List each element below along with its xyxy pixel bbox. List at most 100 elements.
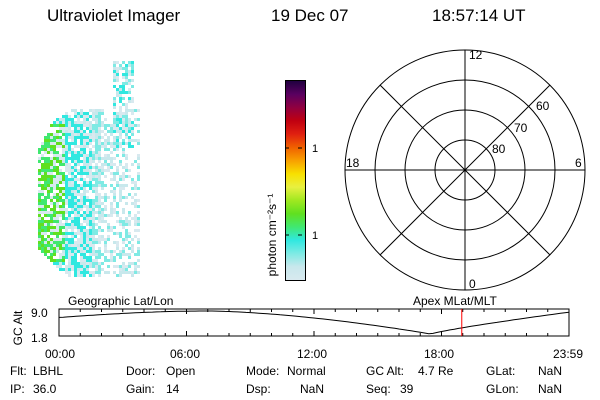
auroral-pixel bbox=[101, 124, 104, 127]
auroral-pixel bbox=[41, 190, 44, 193]
auroral-pixel bbox=[68, 253, 71, 256]
auroral-pixel bbox=[122, 223, 125, 226]
auroral-pixel bbox=[122, 172, 125, 175]
auroral-pixel bbox=[47, 190, 50, 193]
timeline-ytick-bottom: 1.8 bbox=[31, 331, 48, 345]
auroral-pixel bbox=[83, 256, 86, 259]
auroral-pixel bbox=[80, 199, 83, 202]
glon-value: NaN bbox=[538, 382, 563, 396]
auroral-pixel bbox=[65, 247, 68, 250]
auroral-pixel bbox=[125, 112, 128, 115]
flt-label: Flt: bbox=[10, 364, 27, 378]
auroral-pixel bbox=[119, 163, 122, 166]
auroral-pixel bbox=[65, 115, 68, 118]
auroral-pixel bbox=[89, 109, 92, 112]
auroral-pixel bbox=[41, 202, 44, 205]
auroral-pixel bbox=[125, 157, 128, 160]
auroral-pixel bbox=[83, 196, 86, 199]
auroral-pixel bbox=[119, 115, 122, 118]
auroral-pixel bbox=[65, 238, 68, 241]
seq-value: 39 bbox=[400, 382, 414, 396]
auroral-pixel bbox=[41, 205, 44, 208]
auroral-pixel bbox=[77, 154, 80, 157]
auroral-pixel bbox=[68, 136, 71, 139]
mlt-label-6: 6 bbox=[575, 156, 582, 170]
auroral-pixel bbox=[44, 199, 47, 202]
auroral-pixel bbox=[86, 184, 89, 187]
auroral-pixel bbox=[74, 190, 77, 193]
auroral-pixel bbox=[68, 268, 71, 271]
auroral-pixel bbox=[98, 151, 101, 154]
auroral-pixel bbox=[71, 223, 74, 226]
auroral-pixel bbox=[80, 214, 83, 217]
auroral-pixel bbox=[95, 151, 98, 154]
auroral-pixel bbox=[113, 106, 116, 109]
auroral-pixel bbox=[86, 169, 89, 172]
auroral-pixel bbox=[50, 250, 53, 253]
auroral-pixel bbox=[95, 268, 98, 271]
auroral-pixel bbox=[86, 121, 89, 124]
auroral-pixel bbox=[74, 154, 77, 157]
auroral-pixel bbox=[122, 103, 125, 106]
auroral-pixel bbox=[83, 262, 86, 265]
auroral-pixel bbox=[74, 133, 77, 136]
auroral-pixel bbox=[77, 208, 80, 211]
auroral-pixel bbox=[113, 208, 116, 211]
auroral-pixel bbox=[119, 106, 122, 109]
auroral-pixel bbox=[68, 193, 71, 196]
auroral-pixel bbox=[125, 154, 128, 157]
auroral-pixel bbox=[71, 226, 74, 229]
auroral-pixel bbox=[107, 265, 110, 268]
auroral-pixel bbox=[80, 268, 83, 271]
auroral-pixel bbox=[59, 127, 62, 130]
auroral-pixel bbox=[128, 211, 131, 214]
auroral-pixel bbox=[116, 139, 119, 142]
auroral-pixel bbox=[77, 130, 80, 133]
auroral-pixel bbox=[53, 124, 56, 127]
auroral-pixel bbox=[95, 115, 98, 118]
auroral-pixel bbox=[83, 220, 86, 223]
auroral-pixel bbox=[44, 205, 47, 208]
auroral-pixel bbox=[62, 235, 65, 238]
auroral-pixel bbox=[86, 190, 89, 193]
auroral-pixel bbox=[98, 274, 101, 277]
auroral-pixel bbox=[53, 163, 56, 166]
auroral-pixel bbox=[71, 217, 74, 220]
auroral-pixel bbox=[107, 166, 110, 169]
door-value: Open bbox=[166, 364, 196, 378]
auroral-pixel bbox=[41, 220, 44, 223]
auroral-pixel bbox=[95, 154, 98, 157]
auroral-pixel bbox=[56, 181, 59, 184]
auroral-pixel bbox=[125, 106, 128, 109]
auroral-pixel bbox=[47, 238, 50, 241]
auroral-pixel bbox=[74, 265, 77, 268]
auroral-pixel bbox=[107, 157, 110, 160]
auroral-pixel bbox=[125, 202, 128, 205]
auroral-pixel bbox=[74, 178, 77, 181]
auroral-pixel bbox=[92, 241, 95, 244]
auroral-pixel bbox=[68, 118, 71, 121]
auroral-pixel bbox=[41, 232, 44, 235]
auroral-pixel bbox=[125, 232, 128, 235]
auroral-pixel bbox=[89, 226, 92, 229]
auroral-pixel bbox=[113, 124, 116, 127]
auroral-pixel bbox=[38, 157, 41, 160]
auroral-pixel bbox=[128, 169, 131, 172]
auroral-pixel bbox=[44, 184, 47, 187]
auroral-pixel bbox=[92, 115, 95, 118]
auroral-pixel bbox=[74, 253, 77, 256]
auroral-pixel bbox=[50, 253, 53, 256]
glat-value: NaN bbox=[538, 364, 563, 378]
auroral-pixel bbox=[98, 256, 101, 259]
auroral-pixel bbox=[113, 67, 116, 70]
auroral-pixel bbox=[101, 262, 104, 265]
auroral-pixel bbox=[62, 199, 65, 202]
auroral-pixel bbox=[68, 115, 71, 118]
auroral-pixel bbox=[125, 265, 128, 268]
auroral-pixel bbox=[47, 139, 50, 142]
auroral-pixel bbox=[107, 238, 110, 241]
auroral-pixel bbox=[44, 172, 47, 175]
auroral-pixel bbox=[137, 265, 140, 268]
auroral-pixel bbox=[56, 136, 59, 139]
auroral-pixel bbox=[47, 148, 50, 151]
